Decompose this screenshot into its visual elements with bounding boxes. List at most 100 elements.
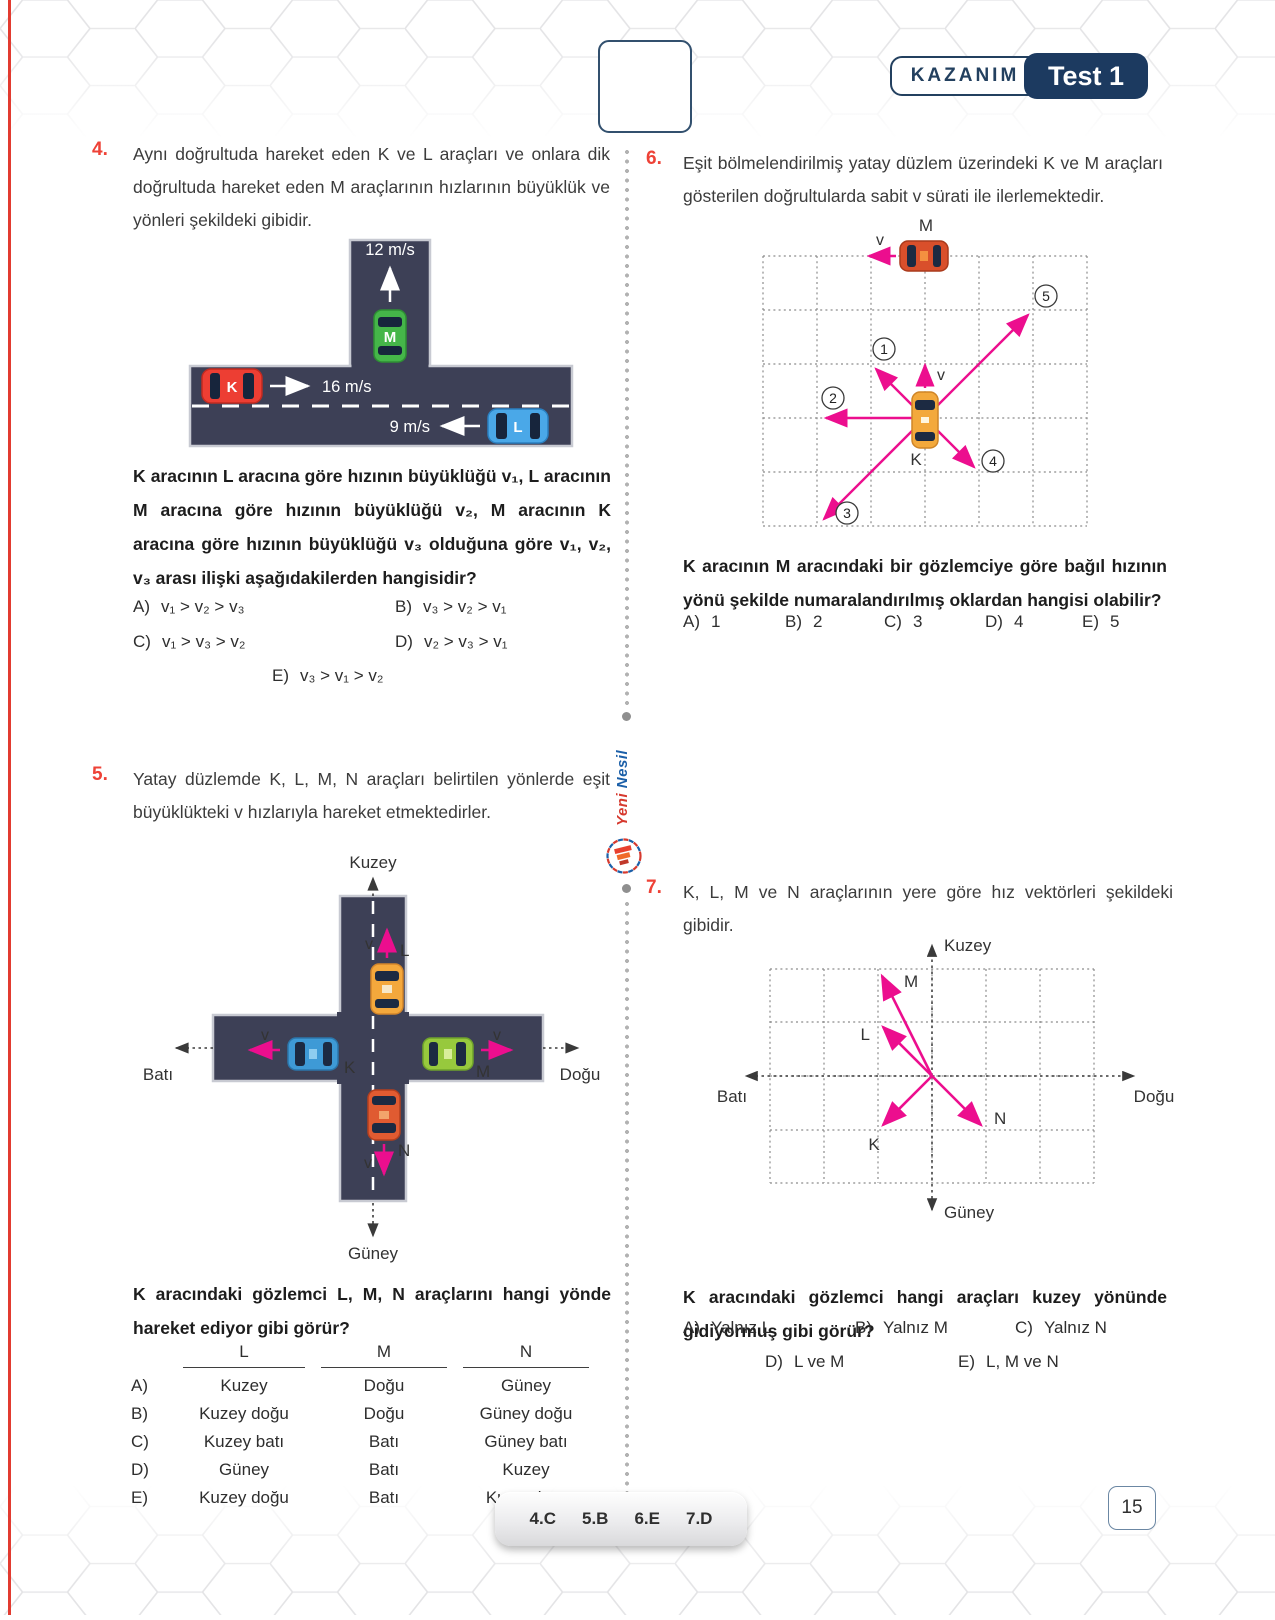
table-header-m: M	[321, 1342, 447, 1368]
page-edge-line	[8, 0, 11, 1615]
svg-text:1: 1	[880, 341, 888, 357]
q7-figure: Kuzey Güney Batı Doğu M L K N	[702, 926, 1177, 1266]
q5-option-e: E)	[131, 1488, 148, 1507]
q6-question: K aracının M aracındaki bir gözlemciye g…	[683, 556, 1167, 610]
brand-yeni: Yeni	[614, 792, 631, 827]
q4-option-c: C) v₁ > v₃ > v₂	[133, 632, 246, 651]
publisher-logo: Yeni Nesil	[608, 740, 638, 836]
car-m-green	[422, 1037, 474, 1071]
south-label: Güney	[944, 1203, 995, 1222]
west-label: Batı	[717, 1087, 747, 1106]
arrow-3-icon	[822, 417, 926, 521]
q6-number: 6.	[646, 148, 662, 169]
k-speed-label: 16 m/s	[322, 378, 372, 396]
east-label: Doğu	[1134, 1087, 1175, 1106]
q6-option-b: B) 2	[785, 612, 823, 631]
q4-option-b: B) v₃ > v₂ > v₁	[395, 597, 507, 616]
q7-option-e: E) L, M ve N	[958, 1352, 1059, 1371]
q6-option-d: D) 4	[985, 612, 1024, 631]
car-m-red	[899, 240, 949, 272]
m-speed-label: 12 m/s	[365, 241, 415, 259]
q6-option-c: C) 3	[884, 612, 923, 631]
q4-figure: M 12 m/s K 16 m/s L 9 m/s	[180, 236, 580, 456]
m-label: M	[919, 216, 933, 235]
brand-nesil: Nesil	[614, 749, 631, 789]
car-k-label: K	[227, 379, 238, 396]
q6-figure: v 1 2 3 4 5 v M K	[748, 214, 1143, 544]
m-label: M	[904, 972, 918, 991]
k-label: K	[344, 1058, 356, 1077]
q5-figure: Kuzey Güney Batı Doğu v L v K v M v N	[128, 848, 608, 1271]
car-l-blue	[487, 408, 549, 444]
m-v-label: v	[876, 232, 884, 249]
q5-option-d: D)	[131, 1460, 149, 1479]
n-label: N	[994, 1109, 1006, 1128]
l-v-label: v	[365, 936, 373, 953]
m-vector-icon	[880, 973, 934, 1077]
q7-option-d: D) L ve M	[765, 1352, 845, 1371]
k-label: K	[868, 1135, 880, 1154]
q6-option-e: E) 5	[1082, 612, 1120, 631]
table-header-n: N	[463, 1342, 589, 1368]
q4-question: K aracının L aracına göre hızının büyükl…	[133, 466, 611, 588]
n-v-label: v	[364, 1155, 372, 1172]
q7-option-c: C) Yalnız N	[1015, 1318, 1107, 1337]
answer-key-bar: 4.C 5.B 6.E 7.D	[495, 1492, 747, 1546]
car-k-blue	[287, 1037, 339, 1071]
column-divider	[625, 148, 629, 706]
divider-dot	[622, 884, 631, 893]
velocity-vectors	[880, 973, 983, 1127]
q7-option-b: B) Yalnız M	[855, 1318, 948, 1337]
answer-key-item: 6.E	[634, 1509, 660, 1528]
column-divider	[625, 900, 629, 1500]
m-v-label: v	[493, 1027, 501, 1044]
q5-options-table: L M N A) Kuzey Doğu Güney B) Kuzey doğu …	[131, 1342, 601, 1508]
q5-question: K aracındaki gözlemci L, M, N araçlarını…	[133, 1284, 611, 1338]
car-l-taxi	[370, 963, 404, 1015]
l-vector-icon	[881, 1025, 933, 1077]
svg-text:2: 2	[829, 390, 837, 406]
l-label: L	[400, 941, 409, 960]
test-number-badge: Test 1	[1024, 53, 1148, 99]
car-k-taxi	[911, 391, 939, 449]
svg-text:3: 3	[843, 505, 851, 521]
k-v-label: v	[937, 367, 945, 384]
q5-option-c: C)	[131, 1432, 149, 1451]
answer-key-item: 5.B	[582, 1509, 609, 1528]
k-label: K	[910, 450, 922, 469]
kazanim-badge: KAZANIM	[890, 56, 1040, 96]
q4-intro: Aynı doğrultuda hareket eden K ve L araç…	[133, 144, 610, 230]
answer-key-item: 4.C	[529, 1509, 556, 1528]
q7-intro: K, L, M ve N araçlarının yere göre hız v…	[683, 882, 1173, 935]
l-speed-label: 9 m/s	[390, 418, 430, 436]
arrow-5-icon	[924, 313, 1030, 419]
empty-frame-box	[598, 40, 692, 133]
k-v-label: v	[261, 1027, 269, 1044]
m-label: M	[476, 1062, 490, 1081]
publisher-emblem-icon	[604, 836, 644, 876]
car-k-red	[201, 368, 263, 404]
south-label: Güney	[348, 1244, 399, 1263]
svg-text:5: 5	[1042, 288, 1050, 304]
compass-axes	[174, 876, 580, 1238]
answer-key-item: 7.D	[686, 1509, 713, 1528]
q5-option-b: B)	[131, 1404, 148, 1423]
car-m-label: M	[384, 329, 397, 346]
q5-number: 5.	[92, 764, 108, 785]
q4-option-a: A) v₁ > v₂ > v₃	[133, 597, 245, 616]
k-vector-icon	[881, 1075, 933, 1127]
arrow-number-badges: 1 2 3 4 5	[821, 284, 1058, 525]
cross-intersection-road	[211, 894, 545, 1203]
table-header-l: L	[183, 1342, 305, 1368]
q4-option-e: E) v₃ > v₁ > v₂	[272, 666, 384, 685]
north-label: Kuzey	[944, 936, 992, 955]
q6-intro: Eşit bölmelendirilmiş yatay düzlem üzeri…	[683, 153, 1163, 206]
q7-option-a: A) Yalnız L	[683, 1318, 772, 1337]
n-label: N	[398, 1141, 410, 1160]
north-label: Kuzey	[349, 853, 397, 872]
compass-axes	[744, 943, 1136, 1212]
west-label: Batı	[143, 1065, 173, 1084]
q7-question: K aracındaki gözlemci hangi araçları kuz…	[683, 1287, 1167, 1341]
n-vector-icon	[931, 1075, 983, 1127]
q7-number: 7.	[646, 877, 662, 898]
